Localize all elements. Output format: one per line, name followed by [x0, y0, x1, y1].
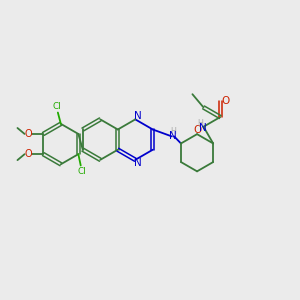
Text: N: N	[134, 111, 142, 122]
Text: H: H	[197, 119, 203, 128]
Text: O: O	[25, 149, 32, 159]
Text: Cl: Cl	[78, 167, 86, 176]
Text: O: O	[221, 96, 230, 106]
Text: O: O	[193, 125, 201, 135]
Text: N: N	[134, 158, 142, 168]
Text: N: N	[199, 123, 207, 133]
Text: H: H	[170, 127, 176, 136]
Text: O: O	[25, 129, 32, 139]
Text: Cl: Cl	[53, 102, 61, 111]
Text: N: N	[169, 131, 177, 141]
